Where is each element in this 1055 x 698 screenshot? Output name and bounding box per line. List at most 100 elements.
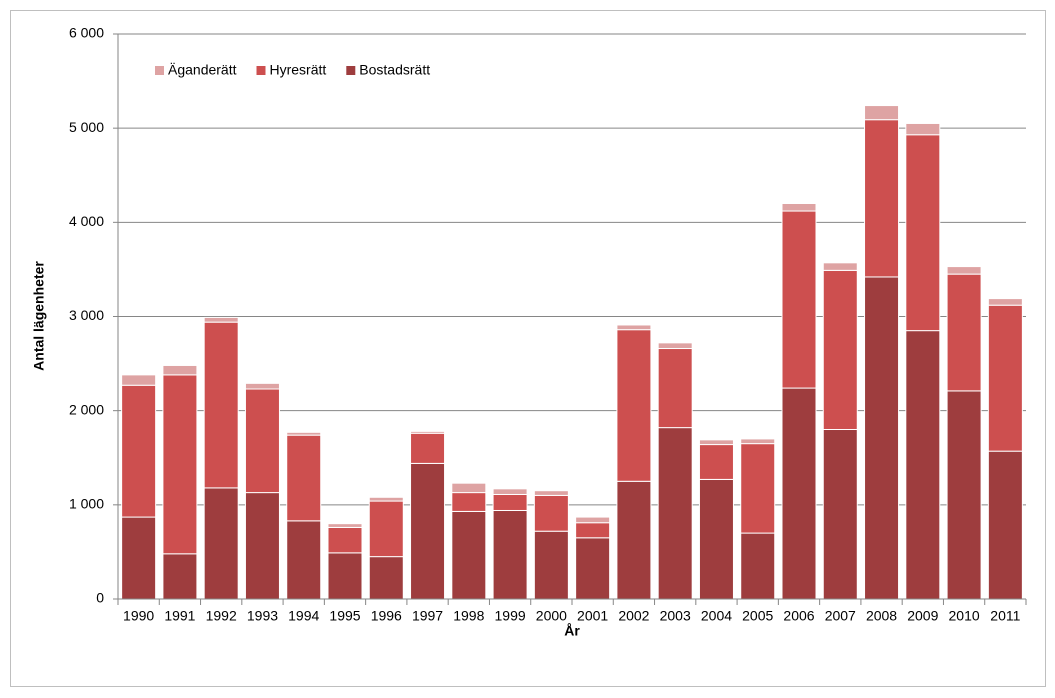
bar-segment	[616, 480, 652, 600]
bar-segment	[987, 304, 1023, 452]
y-tick-label: 2 000	[69, 401, 104, 417]
bar-segment	[244, 492, 280, 600]
bar-segment	[864, 119, 900, 278]
x-tick-label: 2006	[783, 608, 814, 624]
bar-segment	[533, 490, 569, 496]
bar-segment	[162, 364, 198, 376]
bar-segment	[162, 374, 198, 555]
bar-segment	[575, 522, 611, 539]
bar-segment	[740, 438, 776, 445]
x-axis-title: År	[564, 623, 580, 639]
bar-segment	[410, 430, 446, 434]
bar-segment	[203, 316, 239, 323]
x-tick-label: 2011	[990, 608, 1020, 624]
bar-segment	[781, 210, 817, 389]
bar-segment	[657, 342, 693, 350]
bar-segment	[740, 532, 776, 600]
x-tick-label: 2001	[577, 608, 608, 624]
x-tick-label: 1991	[164, 608, 195, 624]
x-tick-label: 2003	[660, 608, 691, 624]
x-tick-label: 2002	[618, 608, 649, 624]
bar-segment	[781, 203, 817, 212]
x-tick-label: 1996	[371, 608, 402, 624]
bar-segment	[822, 269, 858, 430]
bar-segment	[162, 553, 198, 600]
bar-segment	[575, 537, 611, 600]
bar-segment	[327, 552, 363, 600]
legend-swatch	[256, 66, 266, 75]
bar-segment	[368, 496, 404, 502]
bar-segment	[368, 556, 404, 600]
bar-segment	[286, 434, 322, 522]
bar-segment	[327, 523, 363, 528]
legend-label: Hyresrätt	[270, 62, 327, 78]
bar-segment	[451, 492, 487, 512]
bar-segment	[946, 390, 982, 600]
legend-swatch	[155, 66, 164, 75]
bar-segment	[864, 105, 900, 121]
bar-segment	[740, 443, 776, 534]
bar-segment	[286, 520, 322, 600]
bar-segment	[533, 530, 569, 600]
bar-segment	[368, 500, 404, 558]
bar-segment	[121, 384, 157, 518]
bar-segment	[327, 526, 363, 554]
x-tick-label: 1995	[329, 608, 360, 624]
x-tick-label: 1997	[412, 608, 443, 624]
bar-segment	[905, 122, 941, 136]
x-tick-label: 1990	[123, 608, 154, 624]
bar-segment	[905, 134, 941, 332]
x-tick-label: 2000	[536, 608, 567, 624]
x-tick-label: 2008	[866, 608, 897, 624]
bar-segment	[946, 273, 982, 392]
bar-segment	[492, 488, 528, 495]
bar-segment	[864, 276, 900, 600]
bar-segment	[492, 509, 528, 600]
legend-label: Äganderätt	[168, 62, 237, 78]
bar-segment	[121, 374, 157, 386]
bar-segment	[987, 450, 1023, 600]
bar-segment	[781, 387, 817, 600]
bar-segment	[575, 516, 611, 524]
x-tick-label: 2007	[825, 608, 856, 624]
y-tick-label: 6 000	[69, 25, 104, 41]
y-tick-label: 1 000	[69, 496, 104, 512]
bar-segment	[451, 510, 487, 600]
bar-segment	[244, 388, 280, 494]
x-tick-label: 2009	[907, 608, 938, 624]
x-tick-label: 1992	[206, 608, 237, 624]
bar-segment	[698, 444, 734, 480]
x-tick-label: 2004	[701, 608, 732, 624]
bar-segment	[616, 324, 652, 331]
x-tick-label: 1998	[453, 608, 484, 624]
bar-segment	[244, 382, 280, 390]
bar-segment	[121, 516, 157, 600]
bar-segment	[822, 429, 858, 600]
legend-swatch	[346, 66, 356, 75]
x-tick-label: 1994	[288, 608, 319, 624]
bar-segment	[410, 432, 446, 464]
bar-segment	[698, 478, 734, 600]
bar-segment	[492, 493, 528, 511]
bar-segment	[616, 329, 652, 482]
bar-segment	[657, 427, 693, 600]
y-tick-label: 3 000	[69, 307, 104, 323]
y-tick-label: 5 000	[69, 119, 104, 135]
y-axis-title: Antal lägenheter	[31, 261, 47, 371]
y-tick-label: 4 000	[69, 213, 104, 229]
x-tick-label: 2005	[742, 608, 773, 624]
legend-label: Bostadsrätt	[359, 62, 430, 78]
bar-segment	[946, 266, 982, 275]
bar-segment	[203, 487, 239, 600]
x-tick-label: 1999	[495, 608, 526, 624]
bar-segment	[533, 494, 569, 532]
bar-segment	[451, 482, 487, 494]
bar-segment	[698, 439, 734, 446]
x-tick-label: 2010	[949, 608, 980, 624]
bar-segment	[203, 321, 239, 489]
x-tick-label: 1993	[247, 608, 278, 624]
bar-segment	[286, 431, 322, 436]
bar-segment	[822, 262, 858, 271]
bar-segment	[987, 298, 1023, 306]
